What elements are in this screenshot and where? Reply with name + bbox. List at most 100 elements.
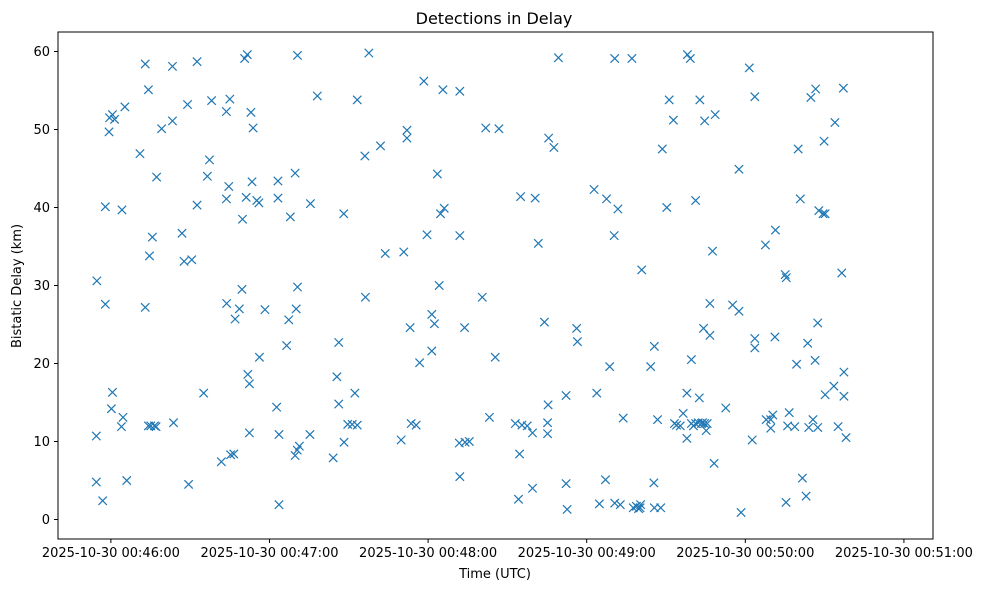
data-point [750,343,760,353]
data-point [157,124,167,134]
data-point [100,202,110,212]
data-point [699,116,710,126]
data-point [675,421,685,431]
data-point [490,352,500,362]
data-point [637,265,647,275]
data-point [422,230,432,240]
data-point [282,340,292,351]
data-point [290,168,300,178]
data-point [600,475,611,485]
data-point [833,422,843,432]
data-point [177,228,187,238]
data-point [527,483,538,493]
data-point [808,415,818,425]
data-point [781,497,791,507]
data-point [411,420,421,430]
data-point [248,123,258,133]
data-point [271,402,282,412]
x-tick-label: 2025-10-30 00:49:00 [518,546,656,561]
data-point [686,354,697,365]
y-tick-label: 50 [33,123,50,138]
data-point [294,441,304,451]
data-point [241,192,251,202]
data-point [192,57,202,67]
data-point [613,204,623,214]
data-point [839,391,849,401]
data-point [106,404,117,414]
data-point [656,503,666,513]
data-point [838,83,849,93]
data-point [721,403,731,413]
data-point [760,240,771,250]
data-point [432,169,442,179]
data-point [312,91,322,101]
data-point [793,144,803,154]
data-point [332,372,342,382]
data-point [514,449,525,459]
data-point [455,471,465,482]
data-point [360,151,370,161]
data-point [494,124,504,134]
data-point [216,457,226,467]
data-point [140,59,150,69]
data-point [801,491,811,501]
data-point [615,500,625,510]
data-point [804,422,814,433]
data-point [522,421,532,431]
data-point [459,322,470,333]
data-point [795,194,805,204]
data-point [820,390,830,400]
data-point [274,500,284,510]
data-point [530,193,540,203]
data-point [439,203,449,213]
data-point [104,127,114,137]
data-point [761,415,771,425]
data-point [594,499,605,509]
data-point [415,358,425,368]
scatter-marks [91,48,851,518]
data-point [438,85,448,95]
data-point [750,92,760,102]
data-point [690,195,701,206]
data-point [797,473,808,483]
data-point [91,431,101,441]
data-point [549,142,559,153]
x-axis: 2025-10-30 00:46:00 2025-10-30 00:47:00 20… [42,539,973,561]
plot-frame [57,31,934,540]
data-point [285,212,295,222]
data-point [244,428,255,438]
data-point [242,49,252,60]
x-tick-label: 2025-10-30 00:48:00 [359,546,497,561]
data-point [199,388,209,398]
y-tick-label: 60 [33,45,50,60]
data-point [646,361,656,372]
data-point [247,177,257,187]
data-point [380,248,390,259]
data-point [837,268,847,278]
data-point [254,198,264,208]
data-point [243,369,253,380]
data-point [810,355,820,366]
data-point [147,232,157,242]
x-tick-label: 2025-10-30 00:51:00 [835,546,973,561]
data-point [699,418,710,429]
data-point [542,429,553,439]
data-point [402,125,412,135]
data-point [709,458,719,468]
data-point [122,475,132,486]
data-point [734,164,744,174]
data-point [736,507,746,518]
data-point [668,115,679,125]
data-point [109,114,120,124]
data-point [839,367,849,377]
data-point [682,388,692,398]
data-point [484,412,495,422]
data-point [803,338,813,348]
data-point [364,48,374,58]
data-point [350,388,360,398]
data-point [291,304,301,314]
data-point [116,422,127,432]
data-point [292,50,303,61]
data-point [561,390,571,401]
data-point [435,209,446,219]
